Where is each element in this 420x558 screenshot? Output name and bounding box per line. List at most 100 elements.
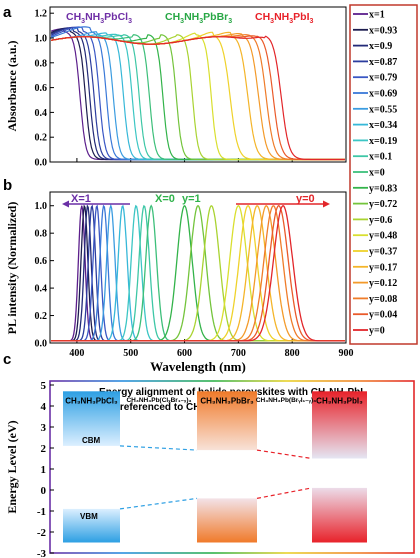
pl-curve-x=0.79: [51, 204, 345, 342]
mid-label-bri: CH₃NH₃Pb(BrᵧI₁₋ᵧ)₃: [256, 397, 316, 404]
cb-band-2: [312, 391, 367, 459]
vb-band-1: [197, 498, 257, 543]
pl-chart: 0.0 0.2 0.4 0.6 0.8 1.0 400 500 600 700 800 900 PL …: [5, 191, 354, 374]
legend-label-x=0.34: x=0.34: [369, 120, 397, 131]
pl-ytick-label: 0.0: [35, 339, 48, 350]
annotation-y0: y=0: [296, 193, 315, 205]
cbm-connector-1: [119, 445, 198, 451]
pl-ylabel: PL intensity (Normalized): [5, 202, 19, 335]
legend-label-x=0.55: x=0.55: [369, 104, 397, 115]
legend-label-x=0.79: x=0.79: [369, 73, 397, 84]
arrow-y0-head: [323, 200, 330, 208]
cb-band-0: [63, 391, 120, 446]
panel-label-a: a: [3, 4, 12, 21]
absorbance-curve-x=0.9: [50, 27, 345, 161]
pl-ytick-label: 0.8: [35, 229, 48, 240]
absorbance-ylabel: Absorbance (a.u.): [5, 40, 19, 131]
panel-label-c: c: [3, 351, 11, 368]
pl-ytick-label: 1.0: [35, 201, 48, 212]
vb-band-0: [63, 508, 120, 543]
legend-label-x=0: x=0: [369, 168, 385, 179]
energy-ytick-label: 4: [41, 401, 47, 413]
energy-ytick-label: -2: [37, 527, 47, 539]
absorbance-curve-x=0.87: [50, 26, 345, 161]
compound-label-1: CH3NH3PbBr3: [165, 11, 232, 25]
legend-label-x=0.9: x=0.9: [369, 41, 392, 52]
legend-label-y=0.08: y=0.08: [369, 294, 397, 305]
material-label-0: CH₃NH₃PbCl₃: [65, 396, 118, 405]
pl-xtick-label: 700: [231, 348, 246, 359]
energy-ytick-label: 2: [41, 443, 47, 455]
absorbance-ytick-label: 0.0: [35, 158, 48, 169]
vbm-label: VBM: [80, 512, 98, 521]
cbm-connector-2: [256, 449, 313, 460]
material-label-1: CH₃NH₃PbBr₃: [200, 396, 254, 405]
absorbance-ytick-label: 0.6: [35, 83, 48, 94]
pl-xtick-label: 500: [123, 348, 138, 359]
legend-label-y=0.37: y=0.37: [369, 247, 397, 258]
pl-xtick-label: 800: [285, 348, 300, 359]
legend-label-y=0.17: y=0.17: [369, 262, 397, 273]
absorbance-curve-x=0.55: [50, 31, 345, 161]
legend-label-y=0: y=0: [369, 326, 385, 337]
wavelength-xlabel: Wavelength (nm): [150, 359, 246, 374]
energy-ytick-label: -3: [37, 548, 47, 558]
pl-ytick-label: 0.6: [35, 256, 48, 267]
annotation-x1: X=1: [71, 193, 91, 205]
legend-label-y=0.83: y=0.83: [369, 183, 397, 194]
absorbance-ytick-label: 0.8: [35, 58, 48, 69]
absorbance-chart: 0.00.20.40.60.81.01.2 Absorbance (a.u.) …: [5, 6, 347, 169]
pl-ytick-label: 0.2: [35, 311, 48, 322]
energy-ytick-label: 3: [41, 422, 47, 434]
absorbance-ytick-label: 1.0: [35, 34, 48, 45]
legend-label-x=0.93: x=0.93: [369, 25, 397, 36]
legend-label-x=0.69: x=0.69: [369, 89, 397, 100]
legend-label-x=0.19: x=0.19: [369, 136, 397, 147]
pl-xtick-label: 600: [177, 348, 192, 359]
absorbance-curve-x=1: [50, 28, 345, 161]
energy-ytick-label: 0: [41, 485, 47, 497]
arrow-x1-head: [62, 200, 69, 208]
legend-label-x=0.1: x=0.1: [369, 152, 392, 163]
legend-label-y=0.12: y=0.12: [369, 278, 397, 289]
pl-curve-y=0: [51, 205, 345, 342]
legend-label-y=0.48: y=0.48: [369, 231, 397, 242]
annotation-y1: y=1: [182, 193, 201, 205]
cb-band-1: [197, 391, 257, 451]
legend-label-x=0.87: x=0.87: [369, 57, 397, 68]
legend-label-y=0.6: y=0.6: [369, 215, 392, 226]
absorbance-ytick-label: 1.2: [35, 9, 48, 20]
energy-ytick-label: -1: [37, 506, 46, 518]
vbm-connector-1: [119, 497, 198, 510]
legend: x=1 x=0.93 x=0.9 x=0.87 x=0.79 x=0.69 x=0.55 x=…: [349, 4, 418, 345]
annotation-x0: X=0: [155, 193, 175, 205]
compound-label-0: CH3NH3PbCl3: [66, 11, 132, 25]
material-label-2: CH₃NH₃PbI₃: [316, 396, 363, 405]
energy-ytick-label: 5: [41, 380, 47, 392]
pl-frame: [49, 191, 347, 344]
absorbance-curve-x=0.93: [50, 27, 345, 161]
pl-ytick-label: 0.4: [35, 284, 48, 295]
absorbance-ytick-label: 0.4: [35, 108, 48, 119]
legend-label-x=1: x=1: [369, 10, 385, 21]
absorbance-ytick-label: 0.2: [35, 133, 48, 144]
pl-xtick-label: 900: [339, 348, 354, 359]
legend-label-y=0.72: y=0.72: [369, 199, 397, 210]
cbm-label: CBM: [82, 436, 101, 445]
panel-label-b: b: [3, 177, 12, 194]
mid-label-clbr: CH₃NH₃Pb(ClₓBr₁₋ₓ)₃: [126, 397, 191, 404]
pl-xtick-label: 400: [69, 348, 84, 359]
absorbance-curve-x=0.69: [50, 26, 345, 161]
energy-ylabel: Energy Level (eV): [5, 420, 19, 513]
absorbance-frame: [49, 6, 347, 163]
vb-band-2: [312, 487, 367, 543]
compound-label-2: CH3NH3PbI3: [255, 11, 314, 25]
energy-ytick-label: 1: [41, 464, 47, 476]
absorbance-curve-y=0: [50, 35, 345, 161]
absorbance-curve-x=0.79: [50, 26, 345, 161]
energy-frame: [49, 380, 415, 554]
vbm-connector-2: [256, 487, 313, 499]
legend-label-y=0.04: y=0.04: [369, 310, 397, 321]
